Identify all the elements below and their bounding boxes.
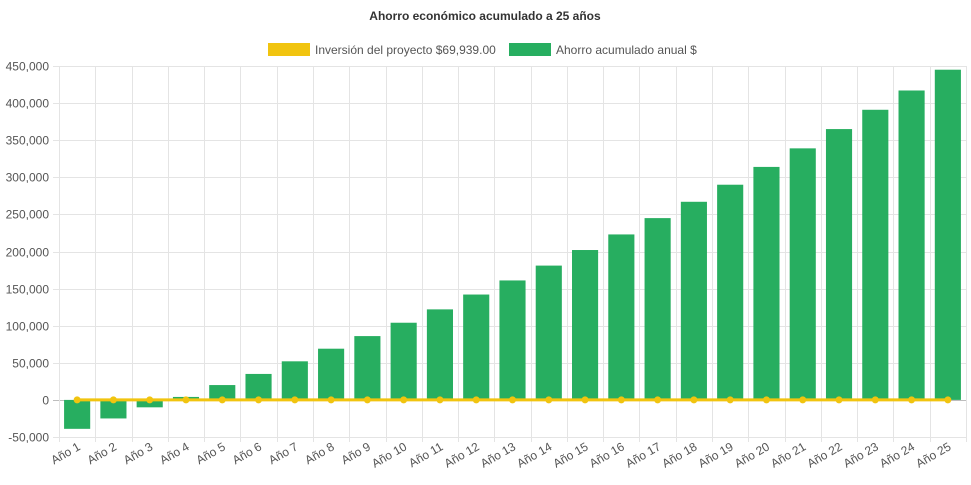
x-tick-label: Año 17 [623, 439, 663, 470]
line-point [400, 396, 408, 404]
line-point [472, 396, 480, 404]
line-point [871, 396, 879, 404]
bar [934, 69, 961, 400]
bar [390, 322, 417, 400]
bar [862, 109, 889, 400]
legend-label: Inversión del proyecto $69,939.00 [315, 43, 496, 57]
line-point [908, 396, 916, 404]
line-point [436, 396, 444, 404]
bar-series [64, 69, 961, 429]
bar [64, 399, 91, 429]
y-tick-label: 350,000 [6, 134, 50, 148]
legend-swatch [268, 43, 310, 56]
line-point [654, 396, 662, 404]
line-point [146, 396, 154, 404]
bar [463, 294, 490, 400]
grid [53, 66, 967, 442]
y-tick-label: -50,000 [8, 431, 49, 445]
y-tick-label: 150,000 [6, 283, 50, 297]
line-point [291, 396, 299, 404]
line-point [363, 396, 371, 404]
y-tick-label: 50,000 [12, 357, 49, 371]
bar [281, 361, 308, 400]
bar [717, 184, 744, 400]
bar [825, 129, 853, 400]
x-tick-label: Año 23 [841, 439, 881, 470]
bar [608, 234, 635, 400]
line-point [762, 396, 770, 404]
x-tick-label: Año 6 [230, 439, 264, 467]
line-point [218, 396, 226, 404]
x-tick-label: Año 22 [805, 439, 845, 470]
chart-title: Ahorro económico acumulado a 25 años [369, 9, 601, 23]
x-tick-label: Año 16 [587, 439, 627, 470]
x-tick-label: Año 21 [768, 439, 808, 470]
bar [136, 399, 163, 408]
x-tick-label: Año 10 [369, 439, 409, 470]
y-axis: 450,000 400,000 350,000 300,000 250,000 200,0… [6, 60, 50, 445]
bar [318, 348, 345, 400]
bar [753, 166, 780, 400]
line-point [327, 396, 335, 404]
bar [245, 373, 272, 400]
line-point [109, 396, 117, 404]
bar [100, 399, 127, 419]
line-point [799, 396, 807, 404]
legend-swatch [509, 43, 551, 56]
line-point [617, 396, 625, 404]
bar [789, 148, 816, 400]
line-point [73, 396, 81, 404]
x-tick-label: Año 20 [732, 439, 772, 470]
bar [209, 385, 236, 400]
x-tick-label: Año 8 [302, 439, 336, 467]
y-tick-label: 100,000 [6, 320, 50, 334]
x-tick-label: Año 12 [442, 439, 482, 470]
x-tick-label: Año 2 [85, 439, 119, 467]
line-point [182, 396, 190, 404]
x-tick-label: Año 15 [551, 439, 591, 470]
x-tick-label: Año 18 [659, 439, 699, 470]
line-point [726, 396, 734, 404]
x-tick-label: Año 3 [121, 439, 155, 467]
x-tick-label: Año 5 [194, 439, 228, 467]
x-tick-label: Año 1 [48, 439, 82, 467]
y-tick-label: 200,000 [6, 246, 50, 260]
bar [354, 336, 381, 400]
bar [499, 280, 526, 400]
x-tick-label: Año 4 [157, 439, 191, 467]
line-point [690, 396, 698, 404]
x-tick-label: Año 14 [514, 439, 554, 470]
y-tick-label: 300,000 [6, 171, 50, 185]
x-tick-label: Año 9 [339, 439, 373, 467]
bar [898, 90, 925, 400]
x-tick-label: Año 13 [478, 439, 518, 470]
bar [426, 309, 454, 400]
line-point [835, 396, 843, 404]
line-point [581, 396, 589, 404]
line-series [73, 396, 952, 404]
y-tick-label: 400,000 [6, 97, 50, 111]
bar [535, 265, 562, 400]
x-tick-label: Año 25 [913, 439, 953, 470]
x-tick-label: Año 7 [266, 439, 300, 467]
bar [680, 201, 707, 400]
y-tick-label: 250,000 [6, 208, 50, 222]
legend-label: Ahorro acumulado anual $ [556, 43, 697, 57]
line-point [255, 396, 263, 404]
x-tick-label: Año 19 [696, 439, 736, 470]
line-point [944, 396, 952, 404]
y-tick-label: 450,000 [6, 60, 50, 74]
y-tick-label: 0 [42, 394, 49, 408]
line-point [509, 396, 516, 404]
bar [571, 250, 599, 400]
line-point [545, 396, 553, 404]
legend: Inversión del proyecto $69,939.00 Ahorro … [268, 43, 697, 57]
x-tick-label: Año 24 [877, 439, 917, 470]
x-tick-label: Año 11 [406, 439, 445, 470]
x-axis: Año 1 Año 2 Año 3 Año 4 Año 5 Año 6 Año 7 Año 8… [48, 439, 953, 470]
bar [644, 218, 671, 400]
